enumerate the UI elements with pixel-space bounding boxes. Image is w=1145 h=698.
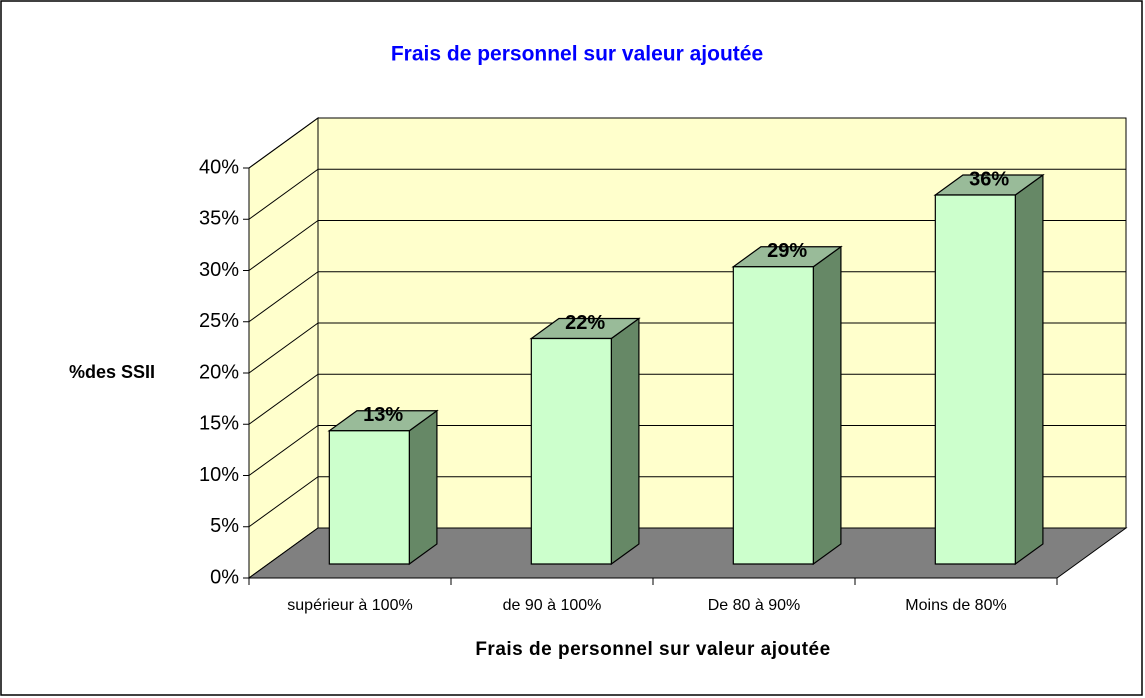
- y-tick-label: 5%: [210, 515, 239, 537]
- bar-front: [530, 337, 612, 565]
- x-tick-label: de 90 à 100%: [503, 597, 602, 614]
- bar-side: [812, 245, 842, 566]
- x-tick-label: supérieur à 100%: [287, 597, 412, 614]
- x-tick-label: Moins de 80%: [905, 597, 1006, 614]
- bar-front: [732, 266, 814, 565]
- side-grid-line: [248, 271, 319, 323]
- y-tick-label: 25%: [199, 310, 239, 332]
- chart-title: Frais de personnel sur valeur ajoutée: [391, 43, 763, 66]
- y-tick-label: 0%: [210, 566, 239, 588]
- side-grid-line: [248, 373, 319, 425]
- bar-side: [1014, 173, 1044, 566]
- bar-side: [610, 317, 640, 566]
- y-tick-label: 10%: [199, 464, 239, 486]
- bar: [933, 173, 1045, 566]
- x-axis-title: Frais de personnel sur valeur ajoutée: [475, 639, 830, 660]
- value-label: 36%: [969, 168, 1009, 190]
- y-tick-label: 40%: [199, 156, 239, 178]
- y-tick-label: 15%: [199, 413, 239, 435]
- side-grid-line: [248, 322, 319, 374]
- side-grid-line: [248, 168, 319, 220]
- side-grid-line: [248, 476, 319, 528]
- bar: [529, 317, 641, 566]
- y-tick-label: 20%: [199, 361, 239, 383]
- side-grid-line: [248, 220, 319, 271]
- bar-front: [934, 194, 1016, 565]
- x-tick-label: De 80 à 90%: [708, 597, 801, 614]
- value-label: 29%: [767, 240, 807, 262]
- bar-front: [328, 430, 410, 565]
- floor: [247, 527, 1128, 579]
- y-tick-label: 35%: [199, 208, 239, 230]
- side-grid-line: [248, 117, 319, 169]
- y-tick-label: 30%: [199, 259, 239, 281]
- value-label: 13%: [363, 404, 403, 426]
- bar: [731, 245, 843, 566]
- value-label: 22%: [565, 312, 605, 334]
- y-axis-title: %des SSII: [69, 362, 155, 382]
- side-grid-line: [248, 425, 319, 476]
- bar: [327, 409, 439, 566]
- bar-side: [408, 409, 438, 566]
